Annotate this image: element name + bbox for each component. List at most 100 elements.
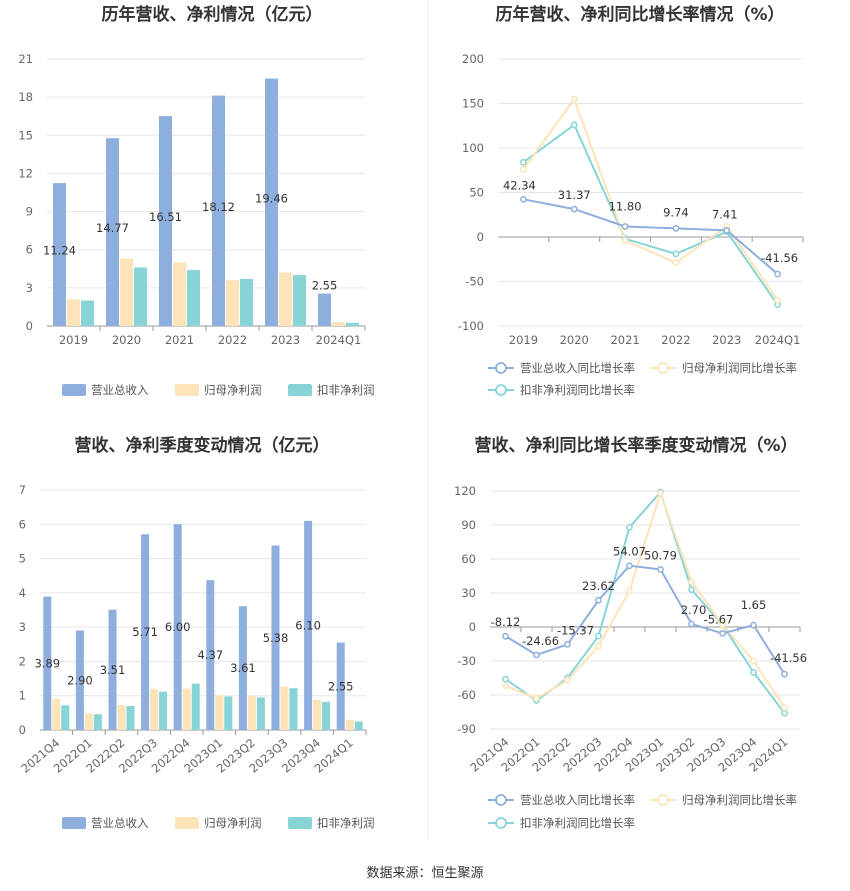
series-point <box>533 695 540 702</box>
bar-net-profit <box>215 695 224 730</box>
bar-deducted-profit <box>224 696 233 730</box>
x-tick-label: 2021 <box>610 333 639 347</box>
chart-panel-quarterly-revenue-profit: 营收、净利季度变动情况（亿元） 0 1 2 3 4 5 6 7 2021Q4 3.89 2022Q1 2… <box>0 420 425 845</box>
legend-label: 营业总收入同比增长率 <box>520 361 635 375</box>
x-tick-label: 2024Q1 <box>755 333 801 347</box>
series-point <box>750 668 757 676</box>
series-point <box>719 621 726 629</box>
bar-deducted-profit <box>134 267 147 326</box>
chart-title: 营收、净利同比增长率季度变动情况（%） <box>474 435 797 456</box>
y-tick-label: 120 <box>454 484 476 498</box>
bar-net-profit <box>52 699 61 730</box>
legend-swatch <box>288 817 312 829</box>
bar-revenue <box>206 580 215 730</box>
series-point <box>595 632 602 640</box>
y-tick-label: -50 <box>465 275 484 289</box>
legend-marker <box>657 362 669 374</box>
bar-revenue <box>265 78 278 326</box>
x-tick-label: 2023 <box>712 333 741 347</box>
series-point <box>621 237 629 244</box>
bar-net-profit <box>247 695 256 730</box>
legend-swatch <box>62 817 86 829</box>
legend-marker <box>495 362 507 374</box>
legend-marker <box>495 794 507 806</box>
data-label-revenue-growth: -8.12 <box>491 615 521 629</box>
series-point <box>750 621 757 629</box>
series-line-revenue-growth <box>504 564 786 675</box>
bar-net-profit <box>313 699 322 730</box>
annual-revenue-profit-chart: 历年营收、净利情况（亿元） 0 3 6 9 12 15 18 21 2019 11.24 2020 14… <box>18 4 374 397</box>
data-label-revenue: 6.10 <box>295 618 321 632</box>
x-tick-label: 2020 <box>112 333 141 347</box>
bar-net-profit <box>67 299 80 326</box>
data-label-revenue-growth: -24.66 <box>522 634 559 648</box>
y-tick-label: 0 <box>19 723 26 737</box>
y-tick-label: -60 <box>457 688 476 702</box>
data-label-revenue: 5.71 <box>132 625 158 639</box>
data-label-revenue-growth: -15.37 <box>557 623 594 637</box>
data-label-revenue-growth: 9.74 <box>663 205 689 219</box>
chart-panel-annual-revenue-profit: 历年营收、净利情况（亿元） 0 3 6 9 12 15 18 21 2019 11.24 2020 14… <box>0 0 425 410</box>
bar-revenue <box>53 183 66 326</box>
data-label-revenue-growth: 11.80 <box>609 199 642 213</box>
bar-deducted-profit <box>293 275 306 326</box>
bar-deducted-profit <box>61 705 70 730</box>
x-tick-label: 2023 <box>271 333 300 347</box>
y-tick-label: 30 <box>461 586 476 600</box>
legend-label: 扣非净利润 <box>317 816 375 830</box>
y-tick-label: 90 <box>461 518 476 532</box>
y-tick-label: 0 <box>26 319 33 333</box>
legend-swatch <box>62 384 86 396</box>
bar-net-profit <box>150 688 159 730</box>
x-tick-label: 2019 <box>59 333 88 347</box>
bar-revenue <box>43 596 52 730</box>
y-tick-label: 50 <box>469 186 484 200</box>
bar-deducted-profit <box>289 688 298 730</box>
series-point <box>595 642 602 650</box>
series-point <box>595 596 602 604</box>
y-tick-label: -90 <box>457 722 476 736</box>
bar-revenue <box>106 138 119 326</box>
data-label-revenue-growth: 50.79 <box>644 548 677 562</box>
x-tick-label: 2020 <box>560 333 589 347</box>
series-point <box>774 296 781 304</box>
series-line-net-profit-growth <box>505 490 786 709</box>
data-label-revenue-growth: -5.67 <box>704 612 734 626</box>
quarterly-growth-rate-chart: 营收、净利同比增长率季度变动情况（%）-90-60-30030609012020… <box>454 435 807 830</box>
bar-net-profit <box>173 262 186 326</box>
series-line-revenue-growth <box>523 198 779 275</box>
quarterly-revenue-profit-chart: 营收、净利季度变动情况（亿元）012345672021Q43.892022Q12… <box>18 435 375 830</box>
series-point <box>621 223 629 230</box>
series-point <box>774 270 781 278</box>
y-tick-label: -100 <box>458 319 484 333</box>
series-point <box>719 630 726 637</box>
data-label-revenue-growth: 2.70 <box>681 603 707 617</box>
bar-revenue <box>271 545 280 730</box>
data-label-revenue-growth: 54.07 <box>613 545 646 559</box>
series-point <box>570 205 578 213</box>
legend-label: 归母净利润同比增长率 <box>682 361 797 375</box>
bar-deducted-profit <box>187 270 200 326</box>
data-label-revenue: 3.61 <box>230 661 256 675</box>
bar-revenue <box>336 642 345 730</box>
series-point <box>688 578 695 586</box>
y-tick-label: 12 <box>18 166 33 180</box>
legend-label: 营业总收入同比增长率 <box>520 793 635 807</box>
series-point <box>626 587 633 595</box>
chart-title: 历年营收、净利情况（亿元） <box>102 4 323 25</box>
bar-deducted-profit <box>240 278 253 326</box>
legend-marker <box>495 817 507 829</box>
panel-divider <box>427 0 428 840</box>
x-tick-label: 2019 <box>509 333 538 347</box>
data-label-revenue-growth: 42.34 <box>503 178 536 192</box>
bar-net-profit <box>279 272 292 326</box>
y-tick-label: 60 <box>461 552 476 566</box>
y-tick-label: 15 <box>18 128 33 142</box>
series-line-deducted-profit-growth <box>522 123 779 306</box>
x-tick-label: 2022 <box>218 333 247 347</box>
series-point <box>688 620 695 628</box>
bar-net-profit <box>226 280 239 326</box>
x-tick-label: 2021 <box>165 333 194 347</box>
legend-swatch <box>288 384 312 396</box>
series-point <box>657 489 664 497</box>
